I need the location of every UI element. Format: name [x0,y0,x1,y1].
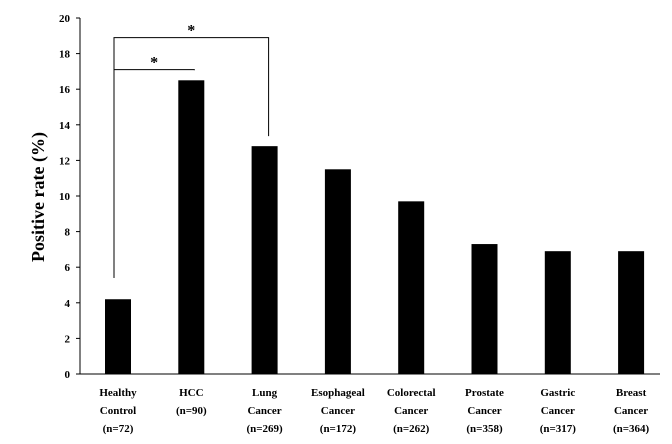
y-tick-label: 20 [59,13,71,25]
bar [324,169,351,374]
bar [105,299,131,374]
x-tick-label: Lung Cancer (n=269) [246,387,283,435]
y-ticks: 0 2 4 6 8 10 12 14 16 18 20 [59,13,80,381]
y-tick-label: 16 [59,84,71,96]
y-tick-label: 18 [59,49,71,61]
y-tick-label: 0 [65,369,71,381]
x-tick-label: Colorectal Cancer (n=262) [387,387,436,435]
x-tick-label: HCC (n=90) [176,387,207,417]
axes [79,18,660,375]
y-axis-title: Positive rate (%) [28,132,49,262]
x-tick-labels: Healthy Control (n=72) HCC (n=90) Lung Cancer(… [99,387,649,435]
bar [544,251,571,374]
y-tick-label: 12 [59,155,71,167]
significance-brackets: ** [113,23,270,278]
bar [178,80,205,375]
bar [618,251,645,374]
y-tick-label: 2 [65,333,71,345]
x-tick-label: Breast Cancer (n=364) [613,387,650,435]
x-tick-label: Healthy Control (n=72) [99,387,137,435]
significance-label: * [150,55,158,72]
y-tick-label: 4 [65,298,71,310]
significance-label: * [187,23,195,40]
bar [471,244,498,374]
y-tick-label: 10 [59,191,71,203]
significance-bracket [113,37,270,278]
x-tick-label: Esophageal Cancer (n=172) [311,387,365,435]
y-tick-label: 8 [65,227,71,239]
bar [398,201,425,374]
bar [251,146,278,374]
x-tick-label: Prostate Cancer (n=358) [465,387,504,435]
y-tick-label: 14 [59,120,71,132]
y-tick-label: 6 [65,262,71,274]
bars [105,80,645,375]
x-tick-label: Gastric Cancer (n=317) [540,387,577,435]
